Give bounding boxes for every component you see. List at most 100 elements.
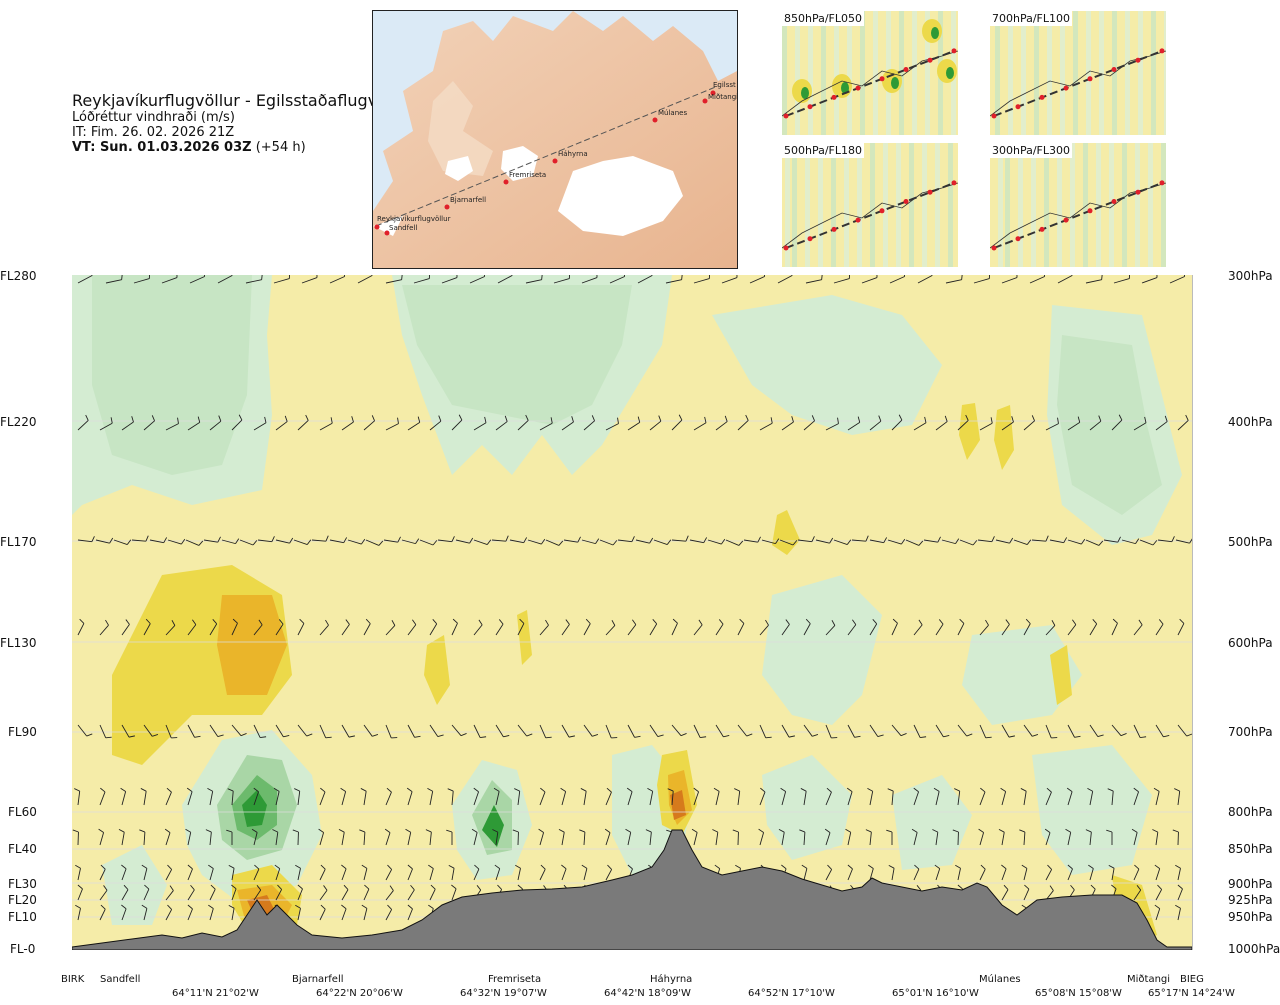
wind-barb <box>649 832 652 846</box>
level-map-500[interactable]: 500hPa/FL180 <box>782 143 958 267</box>
wind-barb-feather <box>666 539 672 545</box>
wind-barb-feather <box>904 275 906 277</box>
wind-barb <box>341 832 345 846</box>
wind-barb-feather <box>217 734 224 738</box>
mini-map-field <box>1018 143 1023 267</box>
wind-barb <box>1023 724 1033 737</box>
wind-barb <box>121 791 127 806</box>
wind-barb <box>1155 623 1164 636</box>
route-place-label: Sandfell <box>389 224 417 232</box>
wind-barb-feather <box>164 828 171 834</box>
wind-barb-feather <box>954 788 960 792</box>
wind-barb-feather <box>228 864 235 869</box>
wind-barb-feather <box>678 414 683 421</box>
wind-barb <box>1155 868 1161 881</box>
wind-barb <box>957 724 967 737</box>
wind-barb-feather <box>478 619 483 626</box>
mini-map-field <box>1057 143 1062 267</box>
wind-barb <box>979 832 985 846</box>
cross-section[interactable] <box>72 275 1193 950</box>
wind-barb <box>957 420 969 431</box>
mini-map-field <box>857 143 862 267</box>
wind-barb <box>451 623 458 636</box>
wind-barb <box>539 422 553 431</box>
wind-barb-feather <box>365 618 371 624</box>
wind-barb <box>1111 623 1118 636</box>
terrain-profile <box>72 829 1192 950</box>
wind-barb-feather <box>254 864 260 870</box>
route-map[interactable]: Reykjavíkurflugvöllur Sandfell Bjarnarfell… <box>372 10 738 269</box>
wind-barb-feather <box>1063 537 1068 543</box>
wind-barb-feather <box>401 275 403 280</box>
wind-barb-feather <box>812 734 819 737</box>
wind-barb-feather <box>264 416 267 423</box>
wind-barb <box>671 419 683 431</box>
wind-barb-feather <box>460 733 467 737</box>
wind-barb <box>721 277 738 284</box>
wind-barb-feather <box>1136 885 1142 891</box>
wind-barb <box>847 724 855 738</box>
wind-barb <box>891 791 894 806</box>
wind-barb-feather <box>765 736 772 739</box>
wind-barb <box>297 868 301 881</box>
level-map-850[interactable]: 850hPa/FL050 <box>782 11 958 135</box>
wind-barb <box>995 539 1010 544</box>
wind-barb-feather <box>631 536 635 542</box>
wind-barb-feather <box>410 884 415 891</box>
mini-map-point <box>1063 217 1069 223</box>
wind-barb <box>293 539 308 545</box>
wind-barb-feather <box>1066 787 1073 792</box>
wind-barb <box>385 625 396 636</box>
wind-barb-feather <box>272 829 279 833</box>
wind-barb <box>759 724 767 738</box>
wind-barb <box>121 724 130 738</box>
wind-barb-feather <box>289 537 294 544</box>
wind-barb-feather <box>700 736 707 739</box>
wind-barb <box>1001 724 1010 738</box>
wind-barb-feather <box>1133 787 1139 793</box>
level-map-300[interactable]: 300hPa/FL300 <box>990 143 1166 267</box>
wind-barb-feather <box>152 734 159 737</box>
wind-barb-feather <box>306 539 312 545</box>
route-point <box>503 179 509 185</box>
wind-barb <box>1133 791 1139 806</box>
wind-barb-feather <box>448 864 455 869</box>
level-map-300-label: 300hPa/FL300 <box>990 143 1073 158</box>
level-map-700[interactable]: 700hPa/FL100 <box>990 11 1166 135</box>
wind-barb <box>419 539 434 546</box>
wind-barb <box>527 539 542 545</box>
wind-barb-feather <box>937 536 941 543</box>
wind-barb <box>105 279 122 284</box>
wind-barb <box>231 888 237 901</box>
mini-map-point <box>855 217 861 223</box>
wind-barb <box>121 624 130 636</box>
wind-barb <box>1023 832 1026 846</box>
wind-barb <box>715 724 724 738</box>
wind-barb-feather <box>1046 787 1052 793</box>
wind-barb <box>231 419 243 431</box>
wind-barb <box>1169 276 1185 284</box>
wind-barb-feather <box>865 829 872 833</box>
wind-barb-feather <box>1153 787 1160 792</box>
wind-barb-feather <box>105 619 109 626</box>
wind-barb-feather <box>151 415 155 421</box>
wind-barb-feather <box>261 275 263 280</box>
wind-barb <box>517 791 521 806</box>
wind-barb <box>209 420 222 431</box>
wind-barb <box>583 420 595 431</box>
wind-barb <box>99 791 106 806</box>
mini-map-field <box>995 11 1000 135</box>
wind-barb-feather <box>318 828 324 833</box>
wind-barb <box>1023 623 1031 636</box>
wind-barb <box>407 624 417 636</box>
wind-barb-feather <box>228 904 235 909</box>
wind-barb-feather <box>829 537 834 544</box>
mini-map-point <box>951 180 957 186</box>
wind-barb <box>385 869 393 881</box>
wind-barb-feather <box>492 829 499 833</box>
wind-barb-feather <box>541 538 546 545</box>
wind-barb <box>1089 832 1092 846</box>
wind-barb <box>319 624 329 636</box>
wind-barb <box>99 422 113 431</box>
wind-barb-feather <box>480 736 487 739</box>
